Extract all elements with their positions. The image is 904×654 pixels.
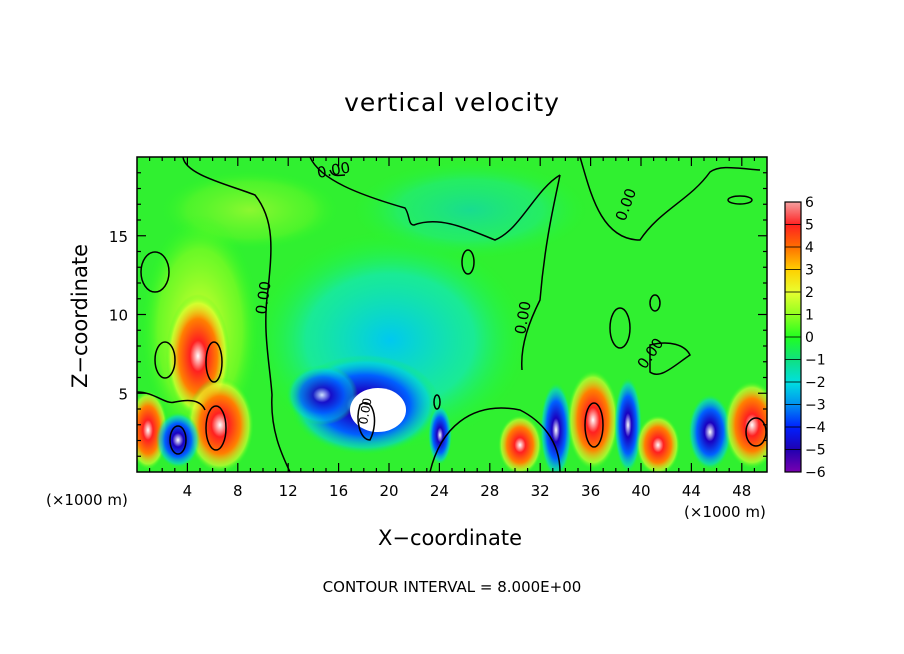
colorbar-segment: [785, 382, 801, 405]
colorbar-tick-label: 2: [805, 285, 814, 301]
colorbar-segment: [785, 224, 801, 248]
contour-loop-9: [329, 169, 346, 177]
field-downdraft-14: [286, 365, 358, 425]
contour-label: 0.00: [316, 158, 352, 182]
colorbar-tick-label: 3: [805, 263, 814, 279]
contour-interval-note: CONTOUR INTERVAL = 8.000E+00: [322, 578, 582, 596]
colorbar-segment: [785, 314, 801, 338]
colorbar-segment: [785, 449, 801, 473]
contour-loop-5: [649, 294, 661, 312]
x-tick-label: 48: [732, 482, 751, 500]
field-updraft-40: [636, 415, 680, 472]
colorbar-segment: [785, 427, 801, 450]
colorbar-tick-label: 6: [805, 195, 814, 211]
colorbar-tick-label: −2: [805, 375, 826, 391]
contour-cell-49: [745, 417, 767, 447]
colorbar-tick-label: −1: [805, 353, 826, 369]
x-tick-label: 8: [233, 482, 243, 500]
contour-cell-5: [205, 341, 223, 383]
field-downdraft-33: [540, 382, 572, 472]
x-tick-label: 12: [279, 482, 298, 500]
field-downdraft-45: [688, 394, 732, 470]
contour-cell-36: [584, 402, 604, 448]
colorbar-segment: [785, 337, 801, 360]
x-tick-label: 44: [682, 482, 701, 500]
x-tick-label: 20: [379, 482, 398, 500]
x-tick-label: 32: [531, 482, 550, 500]
x-unit-label-right: (×1000 m): [684, 503, 766, 521]
colorbar-segment: [785, 247, 801, 270]
contour-loop-2: [154, 341, 176, 379]
colorbar-segment: [785, 269, 801, 293]
field-updraft-36: [567, 370, 619, 470]
contour-line-center-right: [521, 174, 561, 371]
x-tick-label: 4: [183, 482, 193, 500]
field-downdraft-38: [614, 377, 642, 472]
colorbar-segment: [785, 359, 801, 383]
field-downdraft-3: [156, 412, 200, 468]
contour-label: 0.00: [252, 280, 274, 316]
colorbar-tick-label: 1: [805, 308, 814, 324]
field-downdraft-23: [428, 405, 452, 465]
colorbar-segment: [785, 404, 801, 428]
contour-cell-3: [169, 425, 187, 455]
field-updraft-49: [724, 381, 767, 469]
contour-line-top: [309, 157, 561, 241]
contour-loop-3: [461, 249, 475, 275]
colorbar-tick-label: −3: [805, 398, 826, 414]
y-tick-label: 10: [109, 307, 128, 325]
zero-contours: [137, 157, 767, 472]
colorbar-segment: [785, 292, 801, 315]
field-updraft-30: [498, 415, 542, 472]
x-tick-label: 40: [631, 482, 650, 500]
contour-line-left: [182, 157, 291, 472]
colorbar-segment: [785, 202, 801, 225]
colorbar-tick-label: 4: [805, 240, 814, 256]
contour-loop-6: [727, 195, 753, 205]
contour-cell-6: [205, 405, 227, 451]
contour-loop-4: [609, 307, 631, 349]
contour-line-lower-left: [137, 391, 206, 411]
colorbar-tick-label: 0: [805, 330, 814, 346]
contour-loop-7: [649, 342, 691, 375]
contour-line-bottom-center: [429, 407, 561, 472]
colorbar-tick-label: −4: [805, 420, 826, 436]
x-tick-label: 16: [329, 482, 348, 500]
colorbar-tick-label: 5: [805, 218, 814, 234]
colorbar: 6 5 4 3 2 1 0 −1 −2 −3 −4 −5 −6: [784, 195, 826, 481]
y-tick-label: 15: [109, 228, 128, 246]
x-tick-label: 36: [581, 482, 600, 500]
contour-loop-1: [140, 251, 170, 293]
x-tick-label: 24: [430, 482, 449, 500]
chart-title: vertical velocity: [344, 88, 560, 117]
field-upper-cyan: [350, 160, 590, 260]
field-updraft-6: [186, 377, 254, 472]
y-tick-label: 5: [118, 385, 128, 403]
contour-loop-8: [433, 394, 441, 410]
field-peak-19: [350, 388, 406, 432]
plot-field: [137, 157, 767, 472]
contour-label: 0.00: [511, 300, 535, 336]
x-tick-label: 28: [480, 482, 499, 500]
colorbar-tick-label: −6: [805, 465, 826, 481]
contour-cell-19: [357, 402, 376, 441]
contour-line-top-right: [579, 157, 761, 241]
contour-label: 0.00: [356, 397, 374, 426]
x-axis-label: X−coordinate: [378, 526, 522, 550]
colorbar-tick-label: −5: [805, 443, 826, 459]
x-unit-label-left: (×1000 m): [46, 491, 128, 509]
